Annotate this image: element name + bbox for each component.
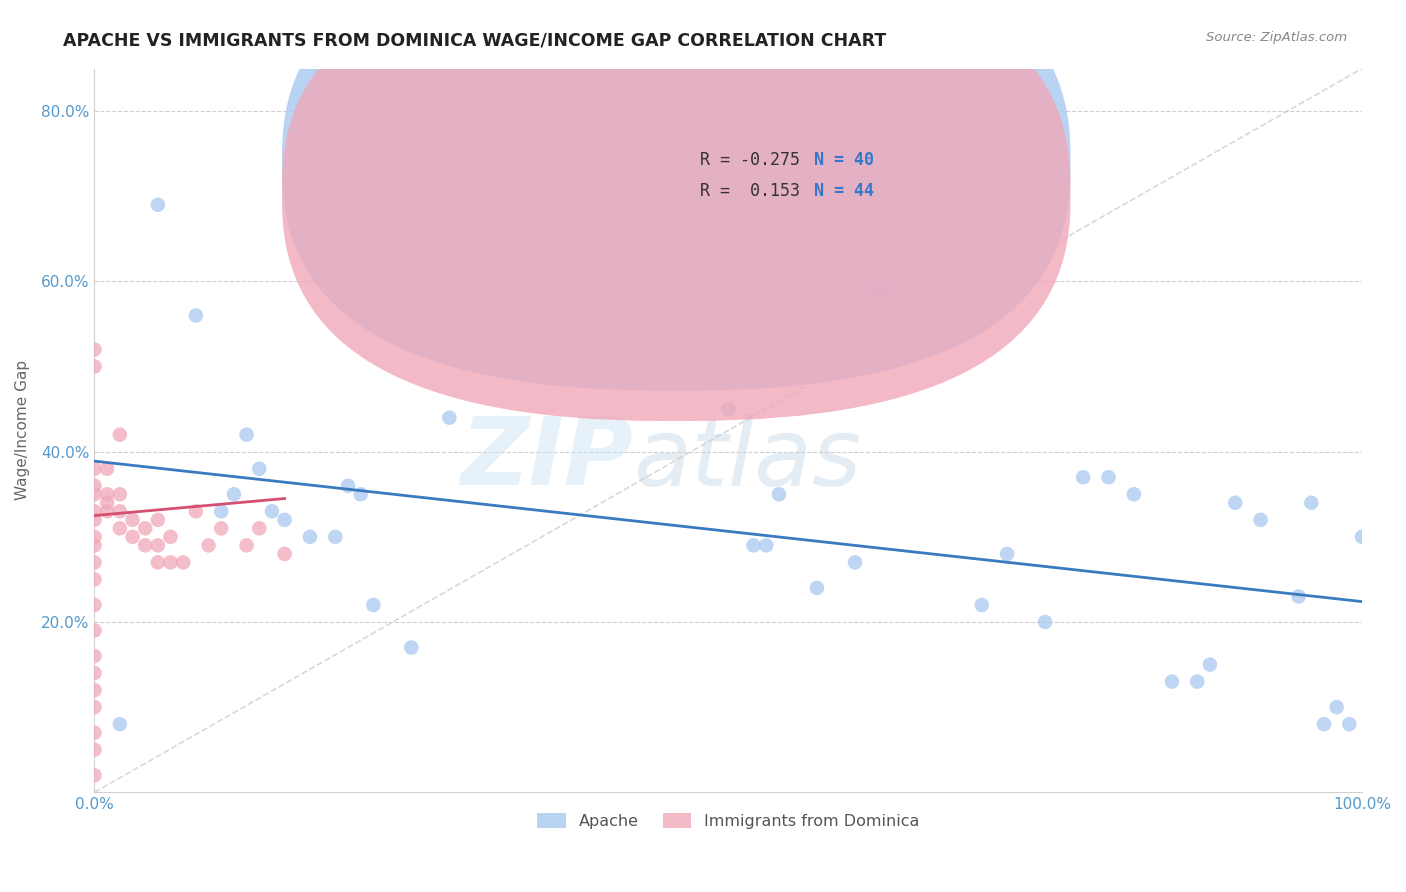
Point [83, 666, 105, 681]
Point [83, 624, 105, 638]
Point [844, 555, 866, 569]
Point [439, 410, 461, 425]
Text: R = -0.275: R = -0.275 [700, 152, 800, 169]
Point [1187, 674, 1209, 689]
Point [108, 717, 131, 731]
Point [146, 555, 169, 569]
Point [1097, 470, 1119, 484]
Point [1071, 470, 1094, 484]
Point [1122, 487, 1144, 501]
Point [1033, 615, 1056, 629]
Point [83, 513, 105, 527]
Point [1160, 674, 1182, 689]
Point [83, 700, 105, 714]
Point [96, 461, 118, 475]
Point [717, 402, 740, 417]
Y-axis label: Wage/Income Gap: Wage/Income Gap [15, 360, 30, 500]
Point [1199, 657, 1222, 672]
Point [108, 427, 131, 442]
Point [134, 538, 156, 552]
Point [83, 573, 105, 587]
Point [184, 504, 207, 518]
Point [121, 513, 143, 527]
Point [260, 504, 283, 518]
Point [108, 504, 131, 518]
Point [755, 538, 778, 552]
Point [247, 521, 270, 535]
Point [247, 461, 270, 475]
Point [1339, 717, 1361, 731]
Text: APACHE VS IMMIGRANTS FROM DOMINICA WAGE/INCOME GAP CORRELATION CHART: APACHE VS IMMIGRANTS FROM DOMINICA WAGE/… [63, 31, 887, 49]
Point [108, 521, 131, 535]
Point [995, 547, 1018, 561]
Text: N = 40: N = 40 [814, 152, 875, 169]
Point [134, 521, 156, 535]
Point [1301, 496, 1323, 510]
Point [83, 555, 105, 569]
Point [363, 598, 385, 612]
Point [323, 530, 346, 544]
Point [768, 487, 790, 501]
Point [83, 504, 105, 518]
Point [83, 725, 105, 739]
Point [235, 427, 257, 442]
Point [742, 538, 765, 552]
Point [83, 487, 105, 501]
Point [806, 581, 828, 595]
Point [970, 598, 993, 612]
Point [1225, 496, 1247, 510]
Point [197, 538, 219, 552]
Legend: Apache, Immigrants from Dominica: Apache, Immigrants from Dominica [530, 806, 925, 835]
Text: ZIP: ZIP [460, 413, 633, 506]
Point [83, 343, 105, 357]
Point [83, 530, 105, 544]
Point [83, 359, 105, 374]
FancyBboxPatch shape [645, 141, 918, 217]
Point [869, 283, 891, 297]
Point [1313, 717, 1336, 731]
Point [83, 648, 105, 663]
Point [146, 538, 169, 552]
Point [83, 743, 105, 757]
Point [108, 487, 131, 501]
Text: R =  0.153: R = 0.153 [700, 182, 800, 200]
Point [83, 598, 105, 612]
Point [146, 513, 169, 527]
Point [96, 487, 118, 501]
Text: atlas: atlas [633, 414, 862, 505]
Point [159, 555, 181, 569]
Text: Source: ZipAtlas.com: Source: ZipAtlas.com [1206, 31, 1347, 45]
Point [83, 538, 105, 552]
Point [83, 683, 105, 698]
Point [184, 309, 207, 323]
FancyBboxPatch shape [283, 0, 1070, 391]
Point [273, 547, 295, 561]
Point [350, 487, 373, 501]
Point [336, 479, 359, 493]
Point [298, 530, 321, 544]
Point [121, 530, 143, 544]
Point [1326, 700, 1348, 714]
Point [209, 521, 232, 535]
Point [209, 504, 232, 518]
Point [83, 461, 105, 475]
Point [1288, 590, 1310, 604]
Point [1250, 513, 1272, 527]
Point [146, 198, 169, 212]
Point [96, 504, 118, 518]
Point [273, 513, 295, 527]
Point [401, 640, 423, 655]
Point [83, 479, 105, 493]
Point [96, 496, 118, 510]
Text: N = 44: N = 44 [814, 182, 875, 200]
FancyBboxPatch shape [283, 0, 1070, 421]
Point [222, 487, 245, 501]
Point [172, 555, 194, 569]
Point [159, 530, 181, 544]
Point [1351, 530, 1374, 544]
Point [83, 768, 105, 782]
Point [235, 538, 257, 552]
